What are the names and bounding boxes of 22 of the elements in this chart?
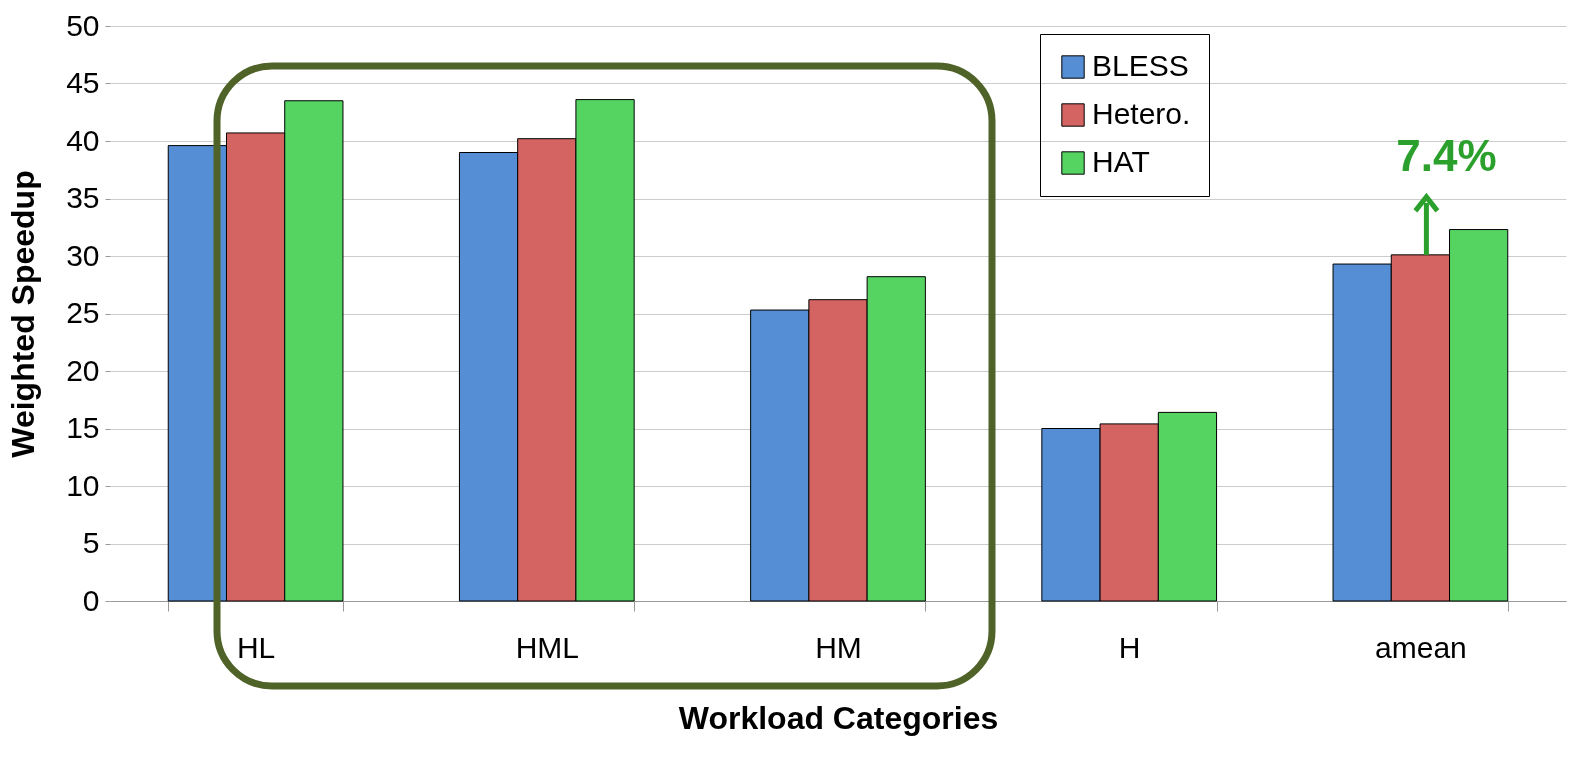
y-tick-label: 0 <box>82 583 100 617</box>
y-tick-label: 10 <box>66 468 100 502</box>
x-tick-label: amean <box>1375 630 1467 664</box>
y-tick-label: 40 <box>66 123 100 157</box>
y-tick-label: 35 <box>66 181 100 214</box>
annotation: 7.4% <box>1396 131 1497 180</box>
y-tick-label: 15 <box>66 411 100 444</box>
x-tick-label: HML <box>515 630 579 664</box>
legend-label: BLESS <box>1092 49 1189 82</box>
y-tick-label: 25 <box>66 296 100 329</box>
y-tick-label: 20 <box>66 353 100 387</box>
legend-label: HAT <box>1092 145 1150 178</box>
x-tick-label: HM <box>815 630 862 664</box>
y-tick-label: 5 <box>82 526 100 559</box>
y-axis-title: Weighted Speedup <box>5 170 42 458</box>
y-tick-label: 50 <box>66 8 100 42</box>
y-tick-label: 45 <box>66 66 100 99</box>
y-tick-label: 30 <box>66 238 100 272</box>
x-tick-label: HL <box>236 630 276 664</box>
legend-label: Hetero. <box>1092 97 1191 130</box>
x-tick-label: H <box>1118 630 1141 664</box>
x-axis-title: Workload Categories <box>678 699 999 736</box>
